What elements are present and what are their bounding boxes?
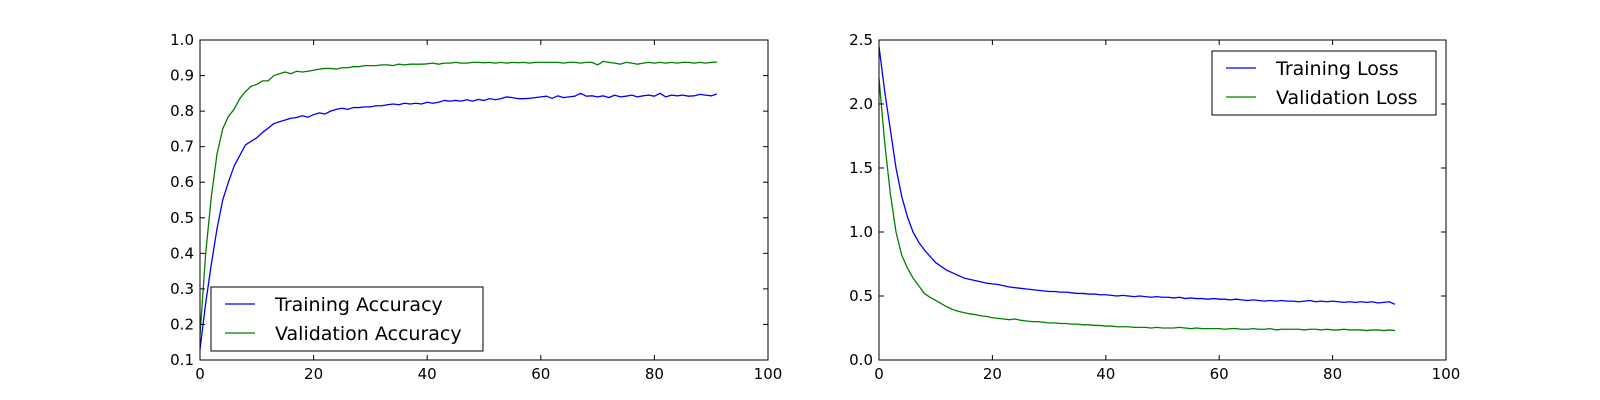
y-tick-label: 0.9 xyxy=(170,67,194,85)
y-tick-label: 2.5 xyxy=(849,31,873,49)
legend-label: Training Loss xyxy=(1275,58,1399,80)
series-line-validation-accuracy xyxy=(200,60,717,336)
plot-frame xyxy=(878,39,1447,361)
loss-chart: 0 20 40 60 80 100 0.0 0.5 1.0 1.5 2.0 2.5 Training L… xyxy=(849,31,1460,383)
accuracy-chart: 0 20 40 60 80 100 0.1 0.2 0.3 0.4 0.5 0.6 0.7 0.8 0.9 1… xyxy=(170,31,782,383)
x-tick-label: 40 xyxy=(1096,365,1115,383)
legend-box xyxy=(1211,50,1437,116)
y-tick-label: 1.0 xyxy=(170,31,194,49)
x-tick-label: 40 xyxy=(418,365,437,383)
series-line-validation-loss xyxy=(879,78,1396,332)
x-tick-label: 0 xyxy=(874,365,884,383)
y-tick-label: 0.8 xyxy=(170,102,194,120)
legend: Training Loss Validation Loss xyxy=(1211,50,1437,116)
y-tick-label: 0.2 xyxy=(170,315,194,333)
legend-label: Validation Loss xyxy=(1276,87,1418,109)
x-tick-label: 80 xyxy=(645,365,664,383)
plot-frame xyxy=(199,39,769,361)
y-tick-label: 0.1 xyxy=(170,351,194,369)
y-tick-label: 0.5 xyxy=(849,287,873,305)
series-lines xyxy=(200,60,718,350)
x-tick-label: 60 xyxy=(531,365,550,383)
x-tick-label: 100 xyxy=(754,365,783,383)
legend-label: Validation Accuracy xyxy=(275,323,462,345)
series-line-training-accuracy xyxy=(200,92,718,350)
x-tick-label: 100 xyxy=(1432,365,1461,383)
x-tick-label: 80 xyxy=(1323,365,1342,383)
y-tick-label: 0.5 xyxy=(170,209,194,227)
series-line-training-loss xyxy=(879,46,1396,305)
legend: Training Accuracy Validation Accuracy xyxy=(210,286,484,352)
y-tick-label: 0.0 xyxy=(849,351,873,369)
legend-label: Training Accuracy xyxy=(274,294,443,316)
y-tick-label: 1.0 xyxy=(849,223,873,241)
legend-box xyxy=(210,286,484,352)
y-tick-label: 0.3 xyxy=(170,280,194,298)
y-tick-label: 0.4 xyxy=(170,244,194,262)
x-tick-label: 0 xyxy=(195,365,205,383)
series-lines xyxy=(879,46,1396,332)
x-tick-label: 60 xyxy=(1210,365,1229,383)
y-tick-label: 2.0 xyxy=(849,95,873,113)
x-tick-label: 20 xyxy=(983,365,1002,383)
x-tick-label: 20 xyxy=(304,365,323,383)
y-tick-label: 0.7 xyxy=(170,138,194,156)
y-tick-label: 0.6 xyxy=(170,173,194,191)
y-tick-label: 1.5 xyxy=(849,159,873,177)
